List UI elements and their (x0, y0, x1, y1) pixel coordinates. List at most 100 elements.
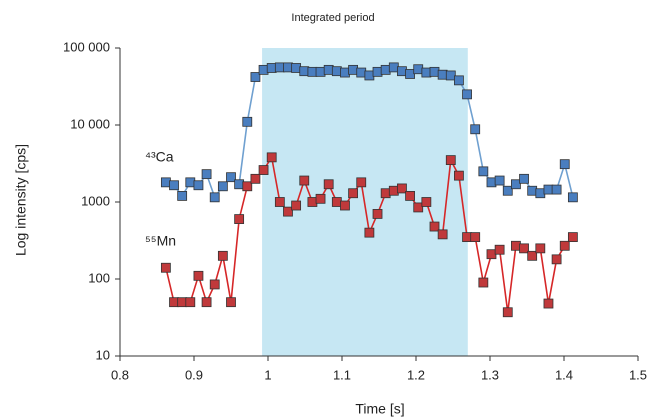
marker (486, 249, 497, 260)
marker (413, 202, 424, 213)
marker (559, 159, 570, 170)
x-tick-label: 0.8 (111, 367, 129, 382)
marker (510, 179, 521, 190)
marker (364, 70, 375, 81)
marker (348, 188, 359, 199)
marker (372, 66, 383, 77)
marker (177, 297, 188, 308)
marker (421, 197, 432, 207)
marker (535, 243, 546, 254)
marker (307, 66, 318, 77)
marker (209, 279, 220, 290)
x-tick-label: 0.9 (185, 367, 203, 382)
x-tick-label: 1 (264, 367, 271, 382)
y-axis-label: Log intensity [cps] (13, 144, 29, 256)
marker (486, 177, 497, 188)
marker (502, 185, 513, 196)
marker (299, 66, 310, 77)
annotation: Integrated period (291, 12, 374, 24)
marker (437, 229, 448, 240)
marker (445, 70, 456, 81)
marker (217, 250, 228, 261)
y-tick-label: 1000 (81, 193, 110, 208)
marker (437, 69, 448, 80)
marker (405, 191, 415, 201)
marker (234, 179, 245, 190)
marker (543, 298, 554, 309)
marker (535, 188, 546, 199)
y-tick-label: 100 000 (63, 39, 110, 54)
marker (405, 69, 415, 79)
marker (510, 240, 521, 251)
marker (274, 62, 285, 73)
marker (454, 170, 464, 181)
marker (266, 152, 277, 163)
marker (519, 243, 529, 254)
marker (567, 232, 578, 243)
marker (454, 75, 464, 86)
marker (299, 175, 310, 186)
marker (169, 180, 179, 191)
marker (291, 63, 302, 73)
marker (372, 209, 383, 219)
marker (356, 67, 367, 78)
marker (242, 181, 253, 192)
marker (567, 192, 578, 203)
marker (291, 200, 302, 211)
marker (397, 183, 407, 194)
marker (307, 197, 318, 207)
x-tick-label: 1.2 (407, 367, 425, 382)
marker (160, 177, 171, 188)
marker (250, 173, 261, 184)
marker (380, 188, 391, 199)
marker (323, 179, 334, 190)
marker (470, 124, 481, 135)
marker (340, 67, 350, 78)
marker (274, 197, 285, 207)
x-tick-label: 1.4 (555, 367, 573, 382)
marker (519, 173, 529, 184)
marker (193, 180, 204, 191)
x-tick-label: 1.3 (481, 367, 499, 382)
marker (331, 66, 342, 77)
x-tick-label: 1.1 (333, 367, 351, 382)
marker (380, 64, 391, 75)
marker (543, 184, 554, 195)
marker (445, 155, 456, 166)
marker (388, 62, 399, 73)
marker (551, 184, 562, 195)
marker (169, 297, 179, 308)
marker (462, 89, 472, 100)
marker (494, 175, 505, 186)
y-tick-label: 100 (88, 270, 110, 285)
x-axis-label: Time [s] (355, 401, 404, 417)
marker (185, 297, 196, 308)
marker (527, 185, 538, 196)
y-tick-label: 10 (96, 347, 110, 362)
marker (177, 191, 188, 201)
marker (470, 232, 481, 243)
marker (160, 262, 171, 273)
marker (283, 62, 293, 73)
marker (315, 193, 326, 204)
marker (234, 214, 245, 224)
marker (217, 181, 228, 192)
series-label: ⁵⁵Mn (145, 233, 176, 249)
marker (397, 66, 407, 77)
marker (266, 63, 277, 73)
marker (201, 169, 212, 180)
marker (502, 307, 513, 318)
marker (494, 244, 505, 255)
marker (421, 67, 432, 78)
marker (201, 297, 212, 308)
marker (193, 270, 204, 281)
marker (551, 254, 562, 265)
marker (356, 177, 367, 188)
marker (185, 177, 196, 188)
marker (331, 197, 342, 207)
marker (283, 206, 293, 217)
marker (429, 221, 440, 232)
marker (388, 185, 399, 196)
marker (364, 227, 375, 238)
